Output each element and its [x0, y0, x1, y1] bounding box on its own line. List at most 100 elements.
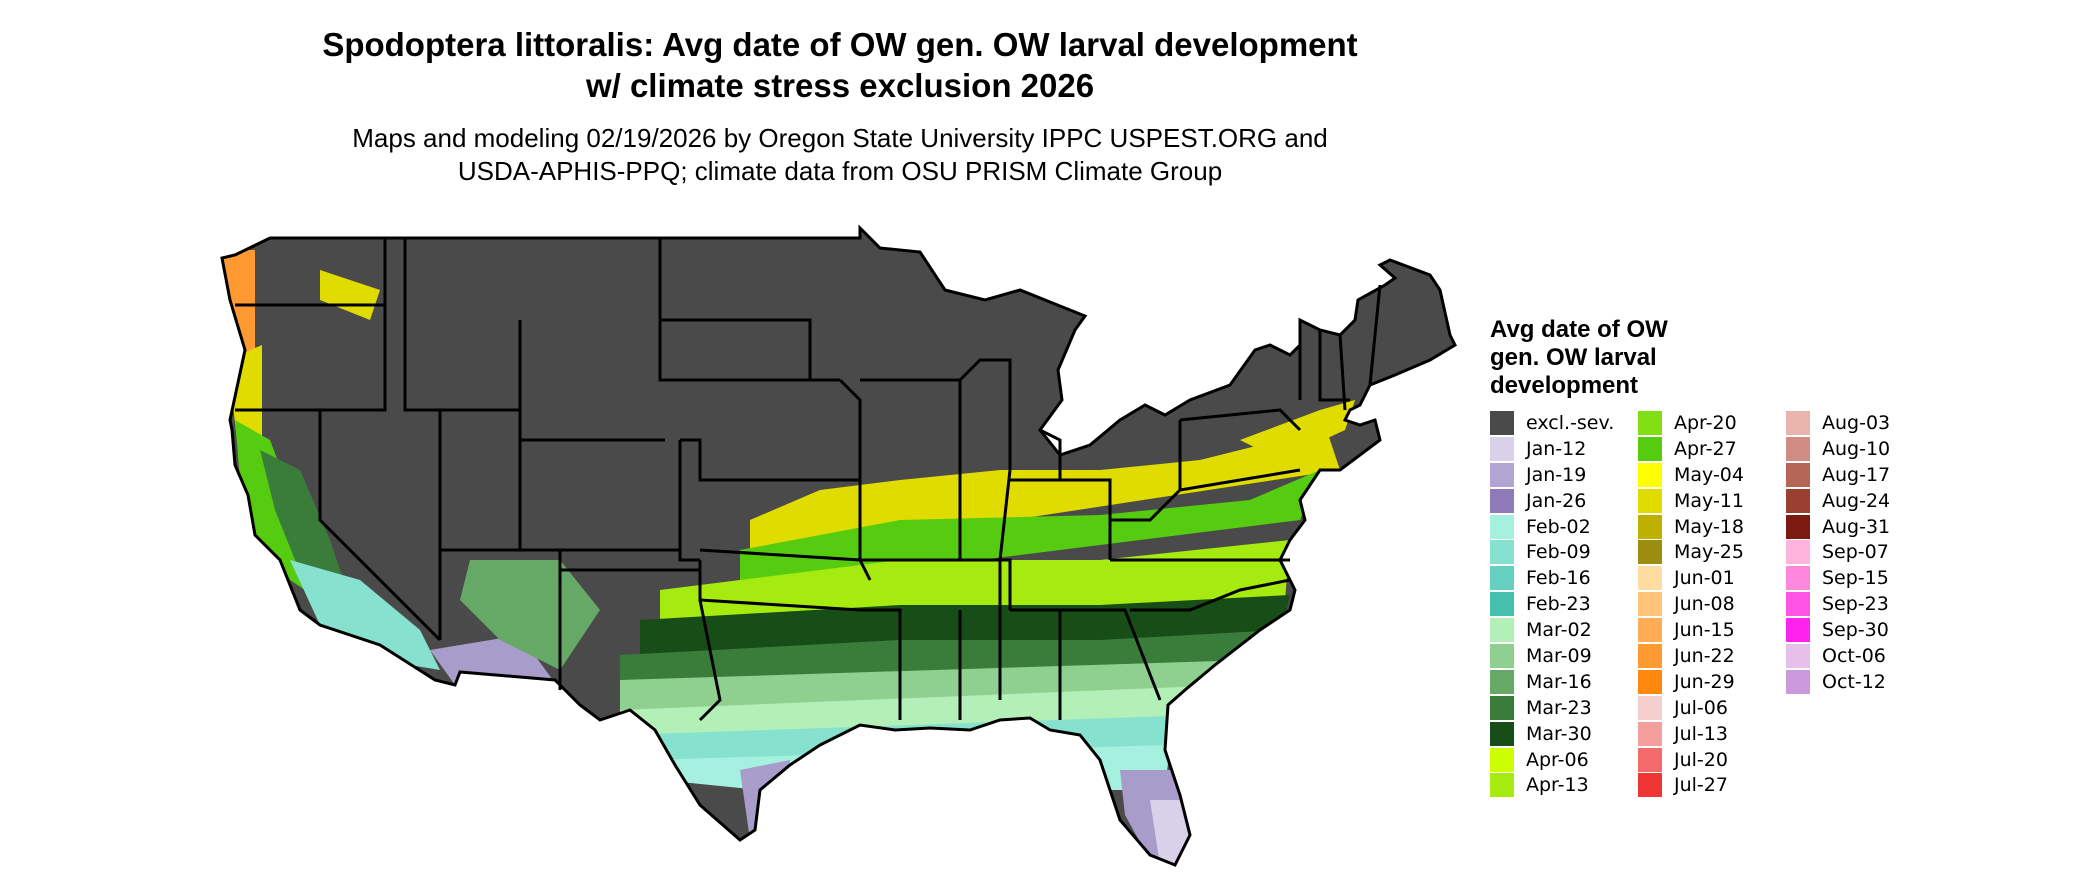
legend-label: Jun-29 [1674, 670, 1735, 693]
legend-swatch [1490, 566, 1514, 591]
legend-item: Mar-16 [1490, 669, 1638, 695]
legend-swatch [1786, 514, 1810, 539]
legend-label: Jun-22 [1674, 644, 1735, 667]
legend-swatch [1786, 618, 1810, 643]
legend-label: Apr-20 [1674, 411, 1737, 434]
legend-item: Jan-19 [1490, 462, 1638, 488]
legend-label: Jul-27 [1674, 774, 1728, 797]
legend-item: Apr-20 [1638, 410, 1786, 436]
legend-columns: excl.-sev. Jan-12 Jan-19 Jan-26 Feb-02 Feb-09… [1490, 410, 1934, 798]
legend-label: Jan-26 [1526, 489, 1587, 512]
legend-label: excl.-sev. [1526, 411, 1615, 434]
legend-label: Oct-12 [1822, 670, 1886, 693]
legend-label: Aug-31 [1822, 515, 1891, 538]
title-line-2: w/ climate stress exclusion 2026 [585, 67, 1095, 104]
legend-swatch [1786, 436, 1810, 461]
legend-swatch [1490, 540, 1514, 565]
us-map [220, 226, 1457, 867]
legend-item: Feb-02 [1490, 514, 1638, 540]
legend-swatch [1786, 669, 1810, 694]
legend-column: Apr-20 Apr-27 May-04 May-11 May-18 May-25 Jun-… [1638, 410, 1786, 798]
legend-label: Sep-23 [1822, 593, 1889, 616]
legend-swatch [1638, 721, 1662, 746]
legend-item: Jan-12 [1490, 436, 1638, 462]
zone-wa-yellow [320, 270, 380, 320]
legend-item: Mar-02 [1490, 617, 1638, 643]
legend-swatch [1786, 488, 1810, 513]
map-subtitle: Maps and modeling 02/19/2026 by Oregon S… [200, 122, 1480, 188]
legend-swatch [1638, 669, 1662, 694]
legend-swatch [1786, 592, 1810, 617]
legend-title-line-3: development [1490, 372, 1639, 399]
legend-column: excl.-sev. Jan-12 Jan-19 Jan-26 Feb-02 Feb-09… [1490, 410, 1638, 798]
legend-label: Feb-23 [1526, 593, 1591, 616]
legend-label: Mar-16 [1526, 670, 1592, 693]
legend-swatch [1490, 669, 1514, 694]
legend-swatch [1490, 695, 1514, 720]
zone-midatlantic [1240, 400, 1355, 460]
legend-swatch [1638, 747, 1662, 772]
legend-swatch [1638, 436, 1662, 461]
legend-swatch [1786, 643, 1810, 668]
legend-item: Sep-30 [1786, 617, 1934, 643]
legend-label: Feb-09 [1526, 541, 1591, 564]
legend-item: Jul-20 [1638, 747, 1786, 773]
legend-item: Jun-15 [1638, 617, 1786, 643]
legend-item: Oct-06 [1786, 643, 1934, 669]
legend-label: Aug-17 [1822, 463, 1891, 486]
legend-swatch [1638, 410, 1662, 435]
legend-swatch [1490, 773, 1514, 798]
legend-swatch [1490, 618, 1514, 643]
legend-swatch [1638, 566, 1662, 591]
legend-item: Aug-03 [1786, 410, 1934, 436]
legend-swatch [1638, 695, 1662, 720]
legend-item: Feb-23 [1490, 591, 1638, 617]
legend-label: Aug-24 [1822, 489, 1891, 512]
legend-item: Sep-15 [1786, 565, 1934, 591]
legend-swatch [1638, 488, 1662, 513]
subtitle-line-2: USDA-APHIS-PPQ; climate data from OSU PR… [457, 156, 1223, 186]
legend-swatch [1786, 410, 1810, 435]
legend-swatch [1490, 592, 1514, 617]
legend-item: Sep-07 [1786, 539, 1934, 565]
legend-swatch [1490, 643, 1514, 668]
zone-mar09 [620, 660, 1250, 715]
legend-item: Sep-23 [1786, 591, 1934, 617]
legend-item: Aug-17 [1786, 462, 1934, 488]
legend-label: Oct-06 [1822, 644, 1886, 667]
legend-item: Jun-08 [1638, 591, 1786, 617]
legend-label: Apr-06 [1526, 748, 1589, 771]
subtitle-line-1: Maps and modeling 02/19/2026 by Oregon S… [352, 123, 1328, 153]
legend-item: Aug-24 [1786, 488, 1934, 514]
legend-swatch [1490, 462, 1514, 487]
legend-label: May-11 [1674, 489, 1744, 512]
legend-swatch [1638, 462, 1662, 487]
legend-item: May-04 [1638, 462, 1786, 488]
legend-title: Avg date of OW gen. OW larval developmen… [1490, 316, 1934, 400]
legend-label: Jun-08 [1674, 593, 1735, 616]
legend-item: Jun-22 [1638, 643, 1786, 669]
legend-item: Jun-29 [1638, 669, 1786, 695]
zone-mar02 [620, 685, 1230, 740]
legend-label: May-25 [1674, 541, 1744, 564]
legend-label: Sep-15 [1822, 567, 1889, 590]
legend-swatch [1638, 643, 1662, 668]
legend-item: May-18 [1638, 514, 1786, 540]
legend-item: Jul-27 [1638, 772, 1786, 798]
zone-sw-teal [290, 560, 440, 670]
legend-label: Jan-12 [1526, 437, 1587, 460]
legend-swatch [1490, 436, 1514, 461]
legend-item: Aug-10 [1786, 436, 1934, 462]
legend-label: Feb-02 [1526, 515, 1591, 538]
legend-label: Jun-15 [1674, 619, 1735, 642]
legend-item: Oct-12 [1786, 669, 1934, 695]
legend-label: Jan-19 [1526, 463, 1587, 486]
legend-title-line-2: gen. OW larval [1490, 344, 1657, 371]
legend-item: Mar-30 [1490, 721, 1638, 747]
legend-label: Sep-07 [1822, 541, 1889, 564]
legend-item: Aug-31 [1786, 514, 1934, 540]
legend-item: May-25 [1638, 539, 1786, 565]
legend-label: May-18 [1674, 515, 1744, 538]
map-title: Spodoptera littoralis: Avg date of OW ge… [200, 24, 1480, 106]
legend-item: Feb-16 [1490, 565, 1638, 591]
